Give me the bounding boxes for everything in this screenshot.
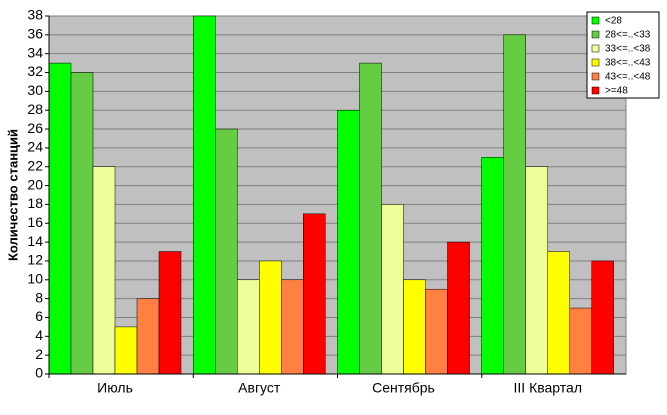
legend-label: 38<=..<43 bbox=[605, 58, 651, 69]
bar bbox=[48, 62, 72, 375]
legend-label: 28<=..<33 bbox=[605, 30, 651, 41]
bar bbox=[193, 15, 216, 375]
bar bbox=[136, 298, 160, 375]
legend-label: >=48 bbox=[605, 86, 628, 97]
legend-swatch bbox=[591, 58, 600, 67]
legend-label: <28 bbox=[605, 16, 622, 27]
y-tick-label: 2 bbox=[35, 346, 43, 362]
bar bbox=[547, 251, 570, 375]
bar bbox=[525, 166, 548, 375]
x-tick-label: Июль bbox=[97, 380, 133, 396]
bar bbox=[92, 166, 116, 375]
y-tick-label: 6 bbox=[35, 308, 43, 324]
y-axis-label: Количество станций bbox=[5, 129, 20, 261]
bar bbox=[337, 109, 360, 375]
bar bbox=[447, 241, 470, 375]
y-tick-label: 20 bbox=[27, 176, 43, 192]
legend-label: 43<=..<48 bbox=[605, 72, 651, 83]
bar bbox=[359, 62, 382, 375]
legend-swatch bbox=[591, 44, 600, 53]
y-tick-label: 16 bbox=[27, 214, 43, 230]
legend: <28 28<=..<33 33<=..<38 38<=..<43 43<=..<48 >… bbox=[586, 11, 660, 99]
bar bbox=[403, 279, 426, 375]
y-tick-label: 12 bbox=[27, 252, 43, 268]
legend-swatch bbox=[591, 30, 600, 39]
y-tick-label: 8 bbox=[35, 289, 43, 305]
bar bbox=[569, 307, 592, 375]
bar bbox=[281, 279, 304, 375]
bar bbox=[303, 213, 326, 375]
bar bbox=[114, 326, 138, 375]
y-tick-label: 14 bbox=[27, 233, 43, 249]
bar bbox=[591, 260, 614, 375]
y-tick-label: 36 bbox=[27, 26, 43, 42]
bar bbox=[237, 279, 260, 375]
y-tick-label: 10 bbox=[27, 270, 43, 286]
y-tick-label: 26 bbox=[27, 120, 43, 136]
bar bbox=[381, 204, 404, 375]
bar bbox=[158, 251, 182, 375]
legend-swatch bbox=[591, 72, 600, 81]
bar bbox=[70, 72, 94, 375]
x-tick-label: Сентябрь bbox=[372, 380, 435, 396]
y-tick-label: 30 bbox=[27, 82, 43, 98]
legend-label: 33<=..<38 bbox=[605, 44, 651, 55]
legend-swatch bbox=[591, 86, 600, 95]
x-tick-label: III Квартал bbox=[514, 380, 582, 396]
y-tick-label: 38 bbox=[27, 7, 43, 23]
y-tick-label: 24 bbox=[27, 139, 43, 155]
y-tick-label: 28 bbox=[27, 101, 43, 117]
y-tick-label: 32 bbox=[27, 63, 43, 79]
bar bbox=[503, 34, 526, 375]
y-tick-label: 22 bbox=[27, 157, 43, 173]
bar bbox=[215, 128, 238, 375]
bar bbox=[481, 157, 504, 375]
y-tick-label: 18 bbox=[27, 195, 43, 211]
bar bbox=[425, 288, 448, 375]
y-tick-label: 4 bbox=[35, 327, 43, 343]
legend-swatch bbox=[591, 16, 600, 25]
bar bbox=[259, 260, 282, 375]
y-tick-label: 0 bbox=[35, 365, 43, 381]
legend-box bbox=[586, 11, 660, 99]
x-tick-label: Август bbox=[238, 380, 281, 396]
y-tick-label: 34 bbox=[27, 44, 43, 60]
